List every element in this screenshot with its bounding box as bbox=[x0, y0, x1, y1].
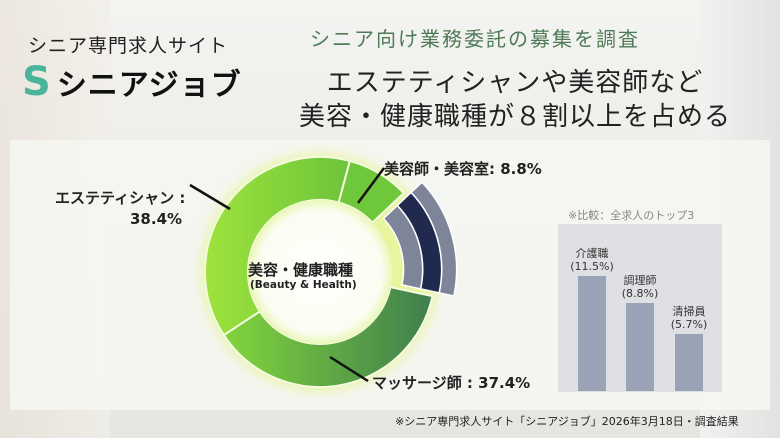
donut-center-sublabel: (Beauty & Health) bbox=[250, 279, 357, 291]
bar bbox=[578, 276, 606, 391]
bar bbox=[675, 334, 703, 391]
bar-category: 調理師 bbox=[623, 274, 657, 287]
label-massage: マッサージ師 : 37.4% bbox=[372, 374, 531, 392]
label-esthetician-value: 38.4% bbox=[130, 210, 183, 228]
bar bbox=[626, 303, 654, 391]
label-esthetician: エステティシャン : bbox=[55, 189, 186, 207]
logo-mark-icon: S bbox=[22, 59, 51, 105]
logo: S シニアジョブ bbox=[22, 60, 242, 104]
bar-value-label: (5.7%) bbox=[670, 318, 708, 331]
label-beauty: 美容師・美容室: 8.8% bbox=[384, 160, 542, 178]
bar-category: 清掃員 bbox=[672, 305, 706, 318]
bar-value-label: (11.5%) bbox=[570, 260, 614, 273]
bar-value-label: (8.8%) bbox=[621, 287, 659, 300]
leader-line-esthetician bbox=[189, 183, 231, 211]
logo-name: シニアジョブ bbox=[56, 68, 242, 103]
donut-slice-other-band bbox=[382, 204, 424, 290]
bar-label: 清掃員 (5.7%) bbox=[664, 305, 714, 331]
leader-line-beauty bbox=[356, 167, 386, 204]
comparison-title: ※比較：全求人のトップ3 bbox=[568, 209, 695, 222]
subtitle: シニア向け業務委託の募集を調査 bbox=[310, 27, 640, 51]
donut-hole bbox=[248, 200, 392, 344]
site-label: シニア専門求人サイト bbox=[28, 35, 229, 57]
bar-category: 介護職 bbox=[575, 247, 609, 260]
leader-line-massage bbox=[329, 355, 369, 383]
donut-center-label: 美容・健康職種 bbox=[248, 261, 354, 279]
headline-line-2: 美容・健康職種が８割以上を占める bbox=[298, 102, 731, 132]
bar-label: 調理師 (8.8%) bbox=[615, 274, 665, 300]
bar-label: 介護職 (11.5%) bbox=[567, 247, 617, 273]
footer-source: ※シニア専門求人サイト「シニアジョブ」2026年3月18日・調査結果 bbox=[395, 415, 739, 428]
headline-line-1: エステティシャンや美容師など bbox=[326, 68, 704, 98]
